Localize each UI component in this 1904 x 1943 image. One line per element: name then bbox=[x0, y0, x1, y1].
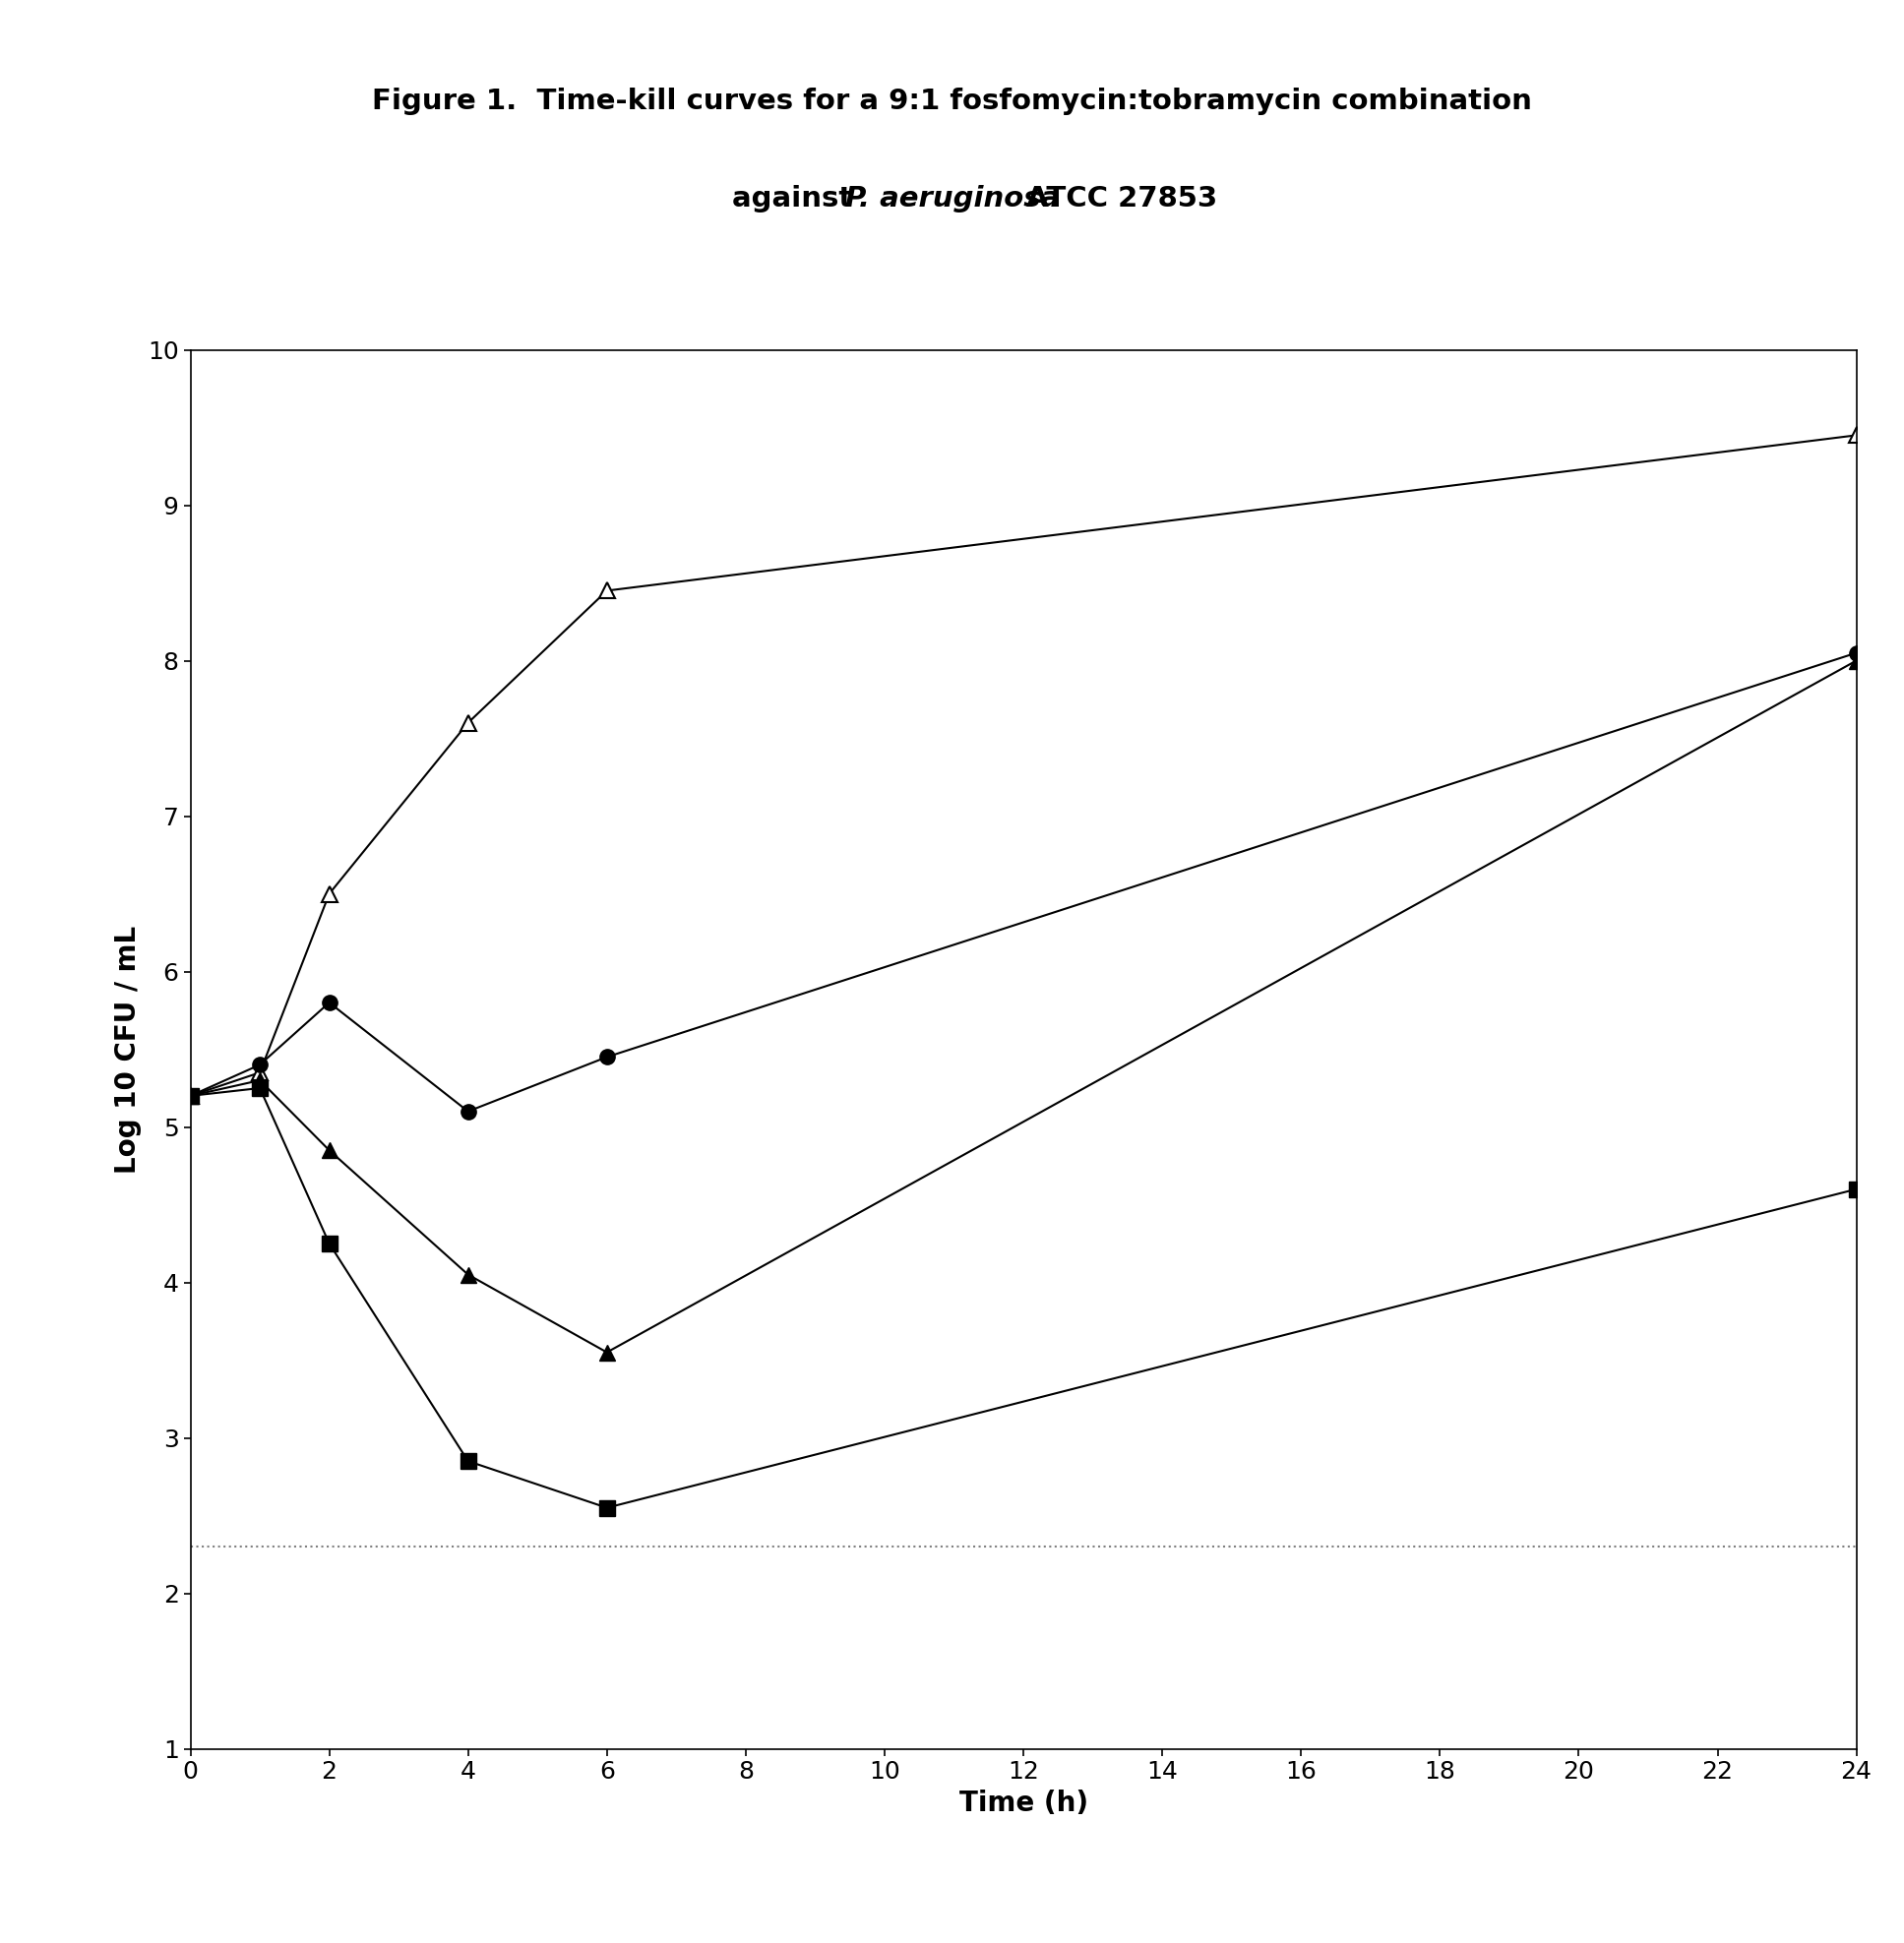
Y-axis label: Log 10 CFU / mL: Log 10 CFU / mL bbox=[114, 925, 143, 1174]
Text: P. aeruginosa: P. aeruginosa bbox=[845, 185, 1061, 212]
Text: against: against bbox=[731, 185, 863, 212]
Text: Figure 1.  Time-kill curves for a 9:1 fosfomycin:tobramycin combination: Figure 1. Time-kill curves for a 9:1 fos… bbox=[371, 87, 1533, 115]
Text: ATCC 27853: ATCC 27853 bbox=[1017, 185, 1217, 212]
X-axis label: Time (h): Time (h) bbox=[960, 1790, 1087, 1817]
